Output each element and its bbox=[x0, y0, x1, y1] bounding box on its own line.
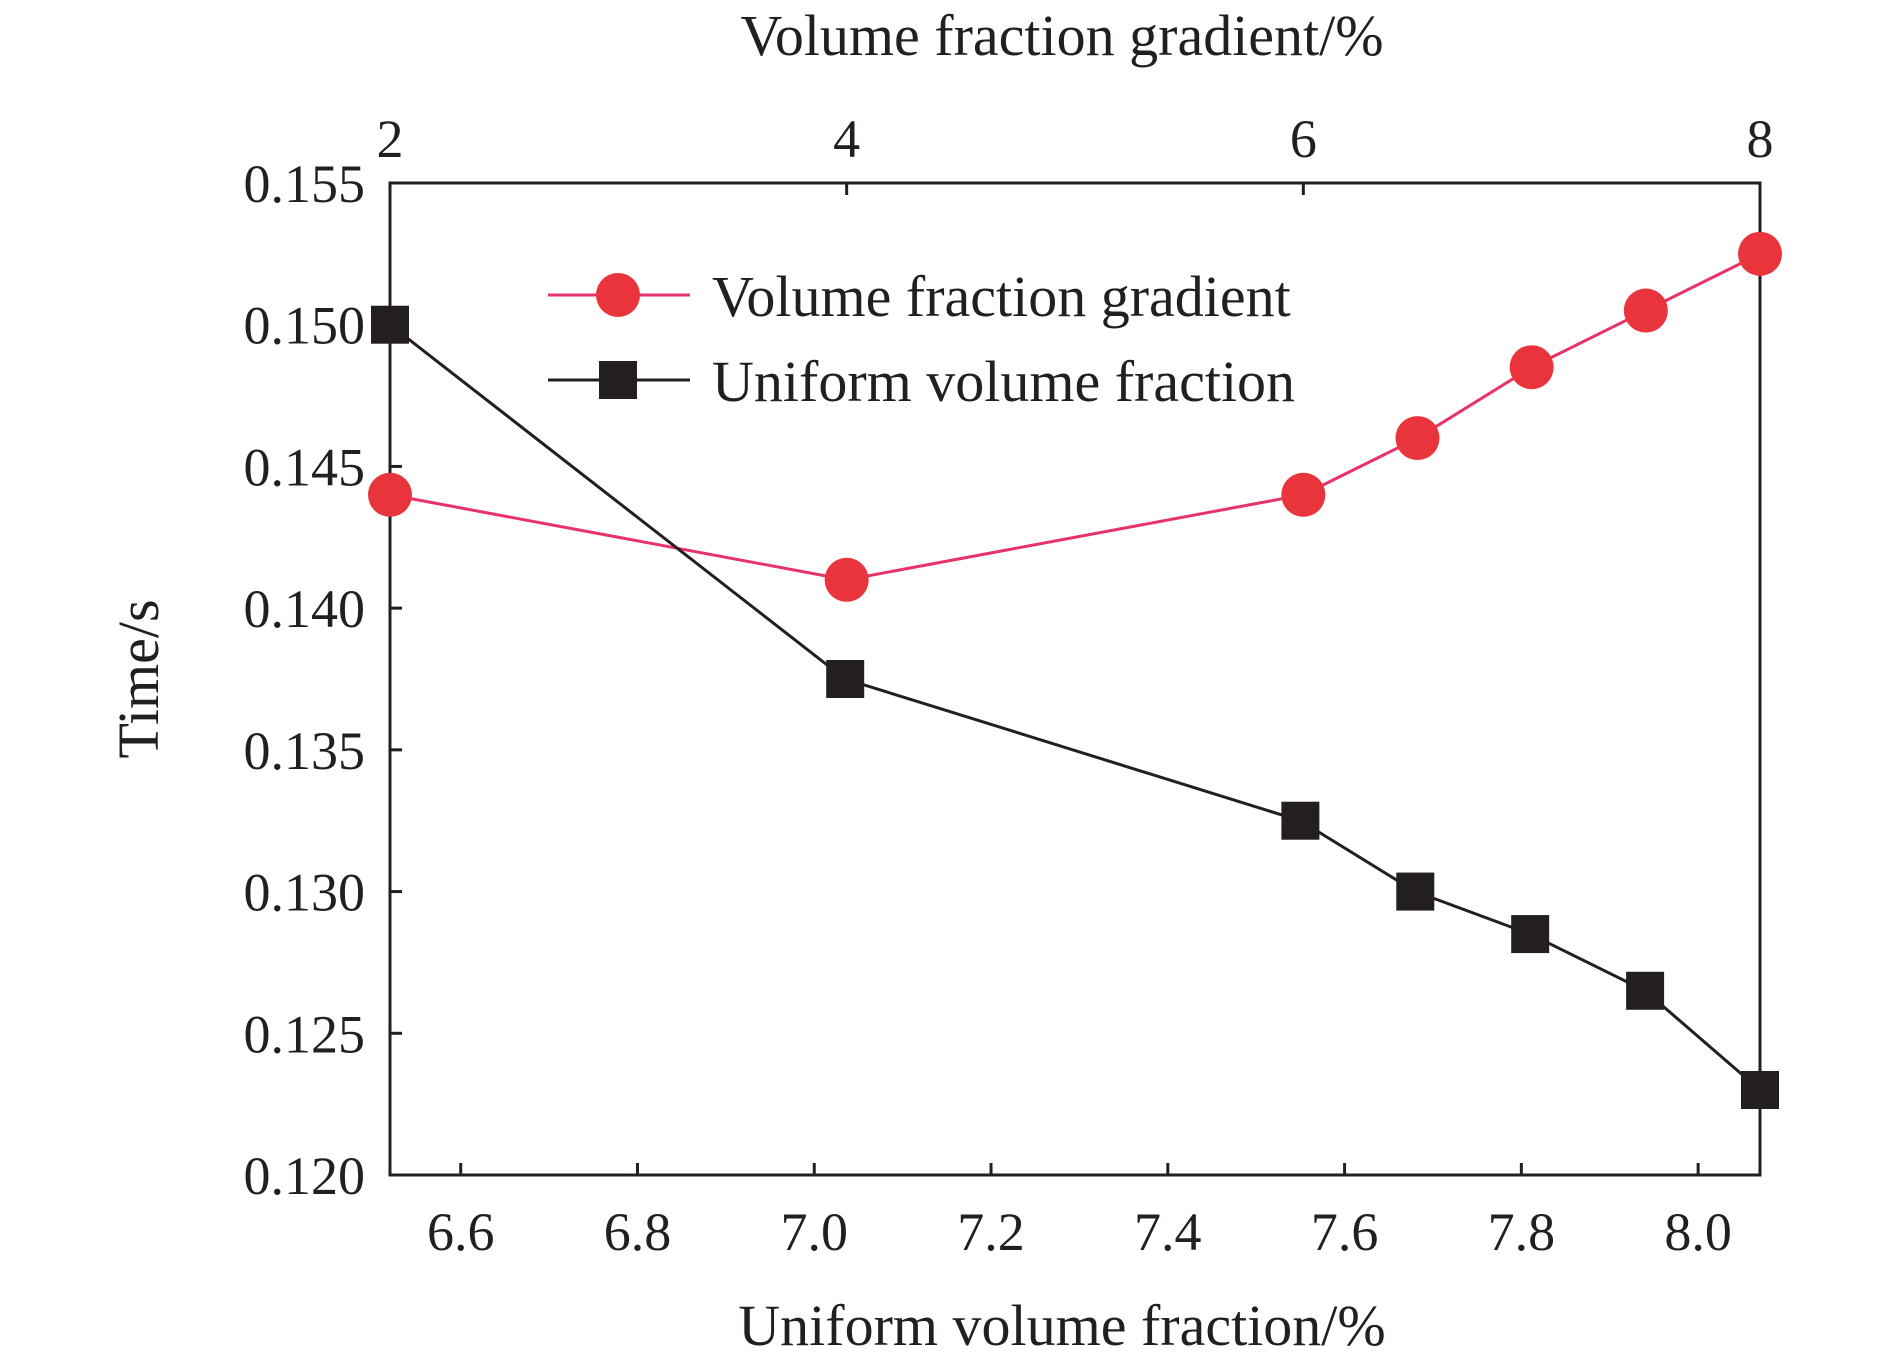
data-point-gradient bbox=[824, 557, 869, 602]
data-point-gradient bbox=[1509, 345, 1554, 390]
bottom-x-tick-label: 7.4 bbox=[1134, 1202, 1202, 1262]
y-tick-label: 0.120 bbox=[244, 1146, 366, 1206]
bottom-x-tick-label: 7.0 bbox=[781, 1202, 849, 1262]
data-point-uniform bbox=[371, 305, 409, 344]
top-x-tick-label: 8 bbox=[1747, 109, 1774, 169]
data-point-uniform bbox=[1396, 872, 1435, 911]
legend: Volume fraction gradient Uniform volume … bbox=[548, 264, 1295, 414]
top-x-tick-label: 6 bbox=[1290, 109, 1317, 169]
plot-frame bbox=[388, 181, 1762, 1177]
bottom-x-tick-label: 7.6 bbox=[1311, 1202, 1379, 1262]
y-tick-label: 0.135 bbox=[244, 721, 366, 781]
data-point-uniform bbox=[1626, 971, 1665, 1010]
data-point-uniform bbox=[1281, 801, 1320, 840]
legend-label-gradient: Volume fraction gradient bbox=[712, 264, 1291, 329]
bottom-x-tick-label: 6.6 bbox=[427, 1202, 495, 1262]
bottom-x-tick-label: 7.2 bbox=[957, 1202, 1025, 1262]
legend-label-uniform: Uniform volume fraction bbox=[712, 349, 1295, 414]
y-tick-label: 0.155 bbox=[244, 154, 366, 214]
bottom-x-axis-ticks: 6.6 6.8 7.0 7.2 7.4 7.6 7.8 8.0 bbox=[427, 1163, 1732, 1262]
y-axis-ticks: 0.120 0.125 0.130 0.135 0.140 0.145 0.150 0.155 bbox=[244, 154, 402, 1206]
bottom-x-axis-title: Uniform volume fraction/% bbox=[738, 1293, 1386, 1358]
bottom-x-tick-label: 7.8 bbox=[1488, 1202, 1556, 1262]
series-line-uniform bbox=[389, 323, 1761, 1092]
top-x-tick-label: 2 bbox=[377, 109, 404, 169]
y-tick-label: 0.150 bbox=[244, 296, 366, 356]
legend-marker-uniform bbox=[599, 361, 637, 399]
y-tick-label: 0.140 bbox=[244, 579, 366, 639]
data-point-gradient bbox=[1281, 472, 1326, 517]
data-point-gradient bbox=[1395, 416, 1440, 461]
top-x-axis-ticks: 2 4 6 8 bbox=[377, 109, 1774, 195]
y-tick-label: 0.125 bbox=[244, 1004, 366, 1064]
data-point-uniform bbox=[826, 660, 865, 698]
series-layer bbox=[368, 231, 1782, 1109]
y-axis-title: Time/s bbox=[106, 599, 171, 758]
y-tick-label: 0.130 bbox=[244, 863, 366, 923]
data-point-uniform bbox=[1741, 1070, 1779, 1109]
data-point-gradient bbox=[368, 472, 412, 517]
y-tick-label: 0.145 bbox=[244, 437, 366, 497]
top-x-axis-title: Volume fraction gradient/% bbox=[740, 3, 1383, 68]
top-x-tick-label: 4 bbox=[833, 109, 860, 169]
bottom-x-tick-label: 8.0 bbox=[1664, 1202, 1732, 1262]
bottom-x-tick-label: 6.8 bbox=[604, 1202, 672, 1262]
data-point-uniform bbox=[1511, 915, 1550, 954]
legend-marker-gradient bbox=[596, 273, 640, 317]
data-point-gradient bbox=[1623, 288, 1668, 333]
data-point-gradient bbox=[1738, 231, 1782, 276]
